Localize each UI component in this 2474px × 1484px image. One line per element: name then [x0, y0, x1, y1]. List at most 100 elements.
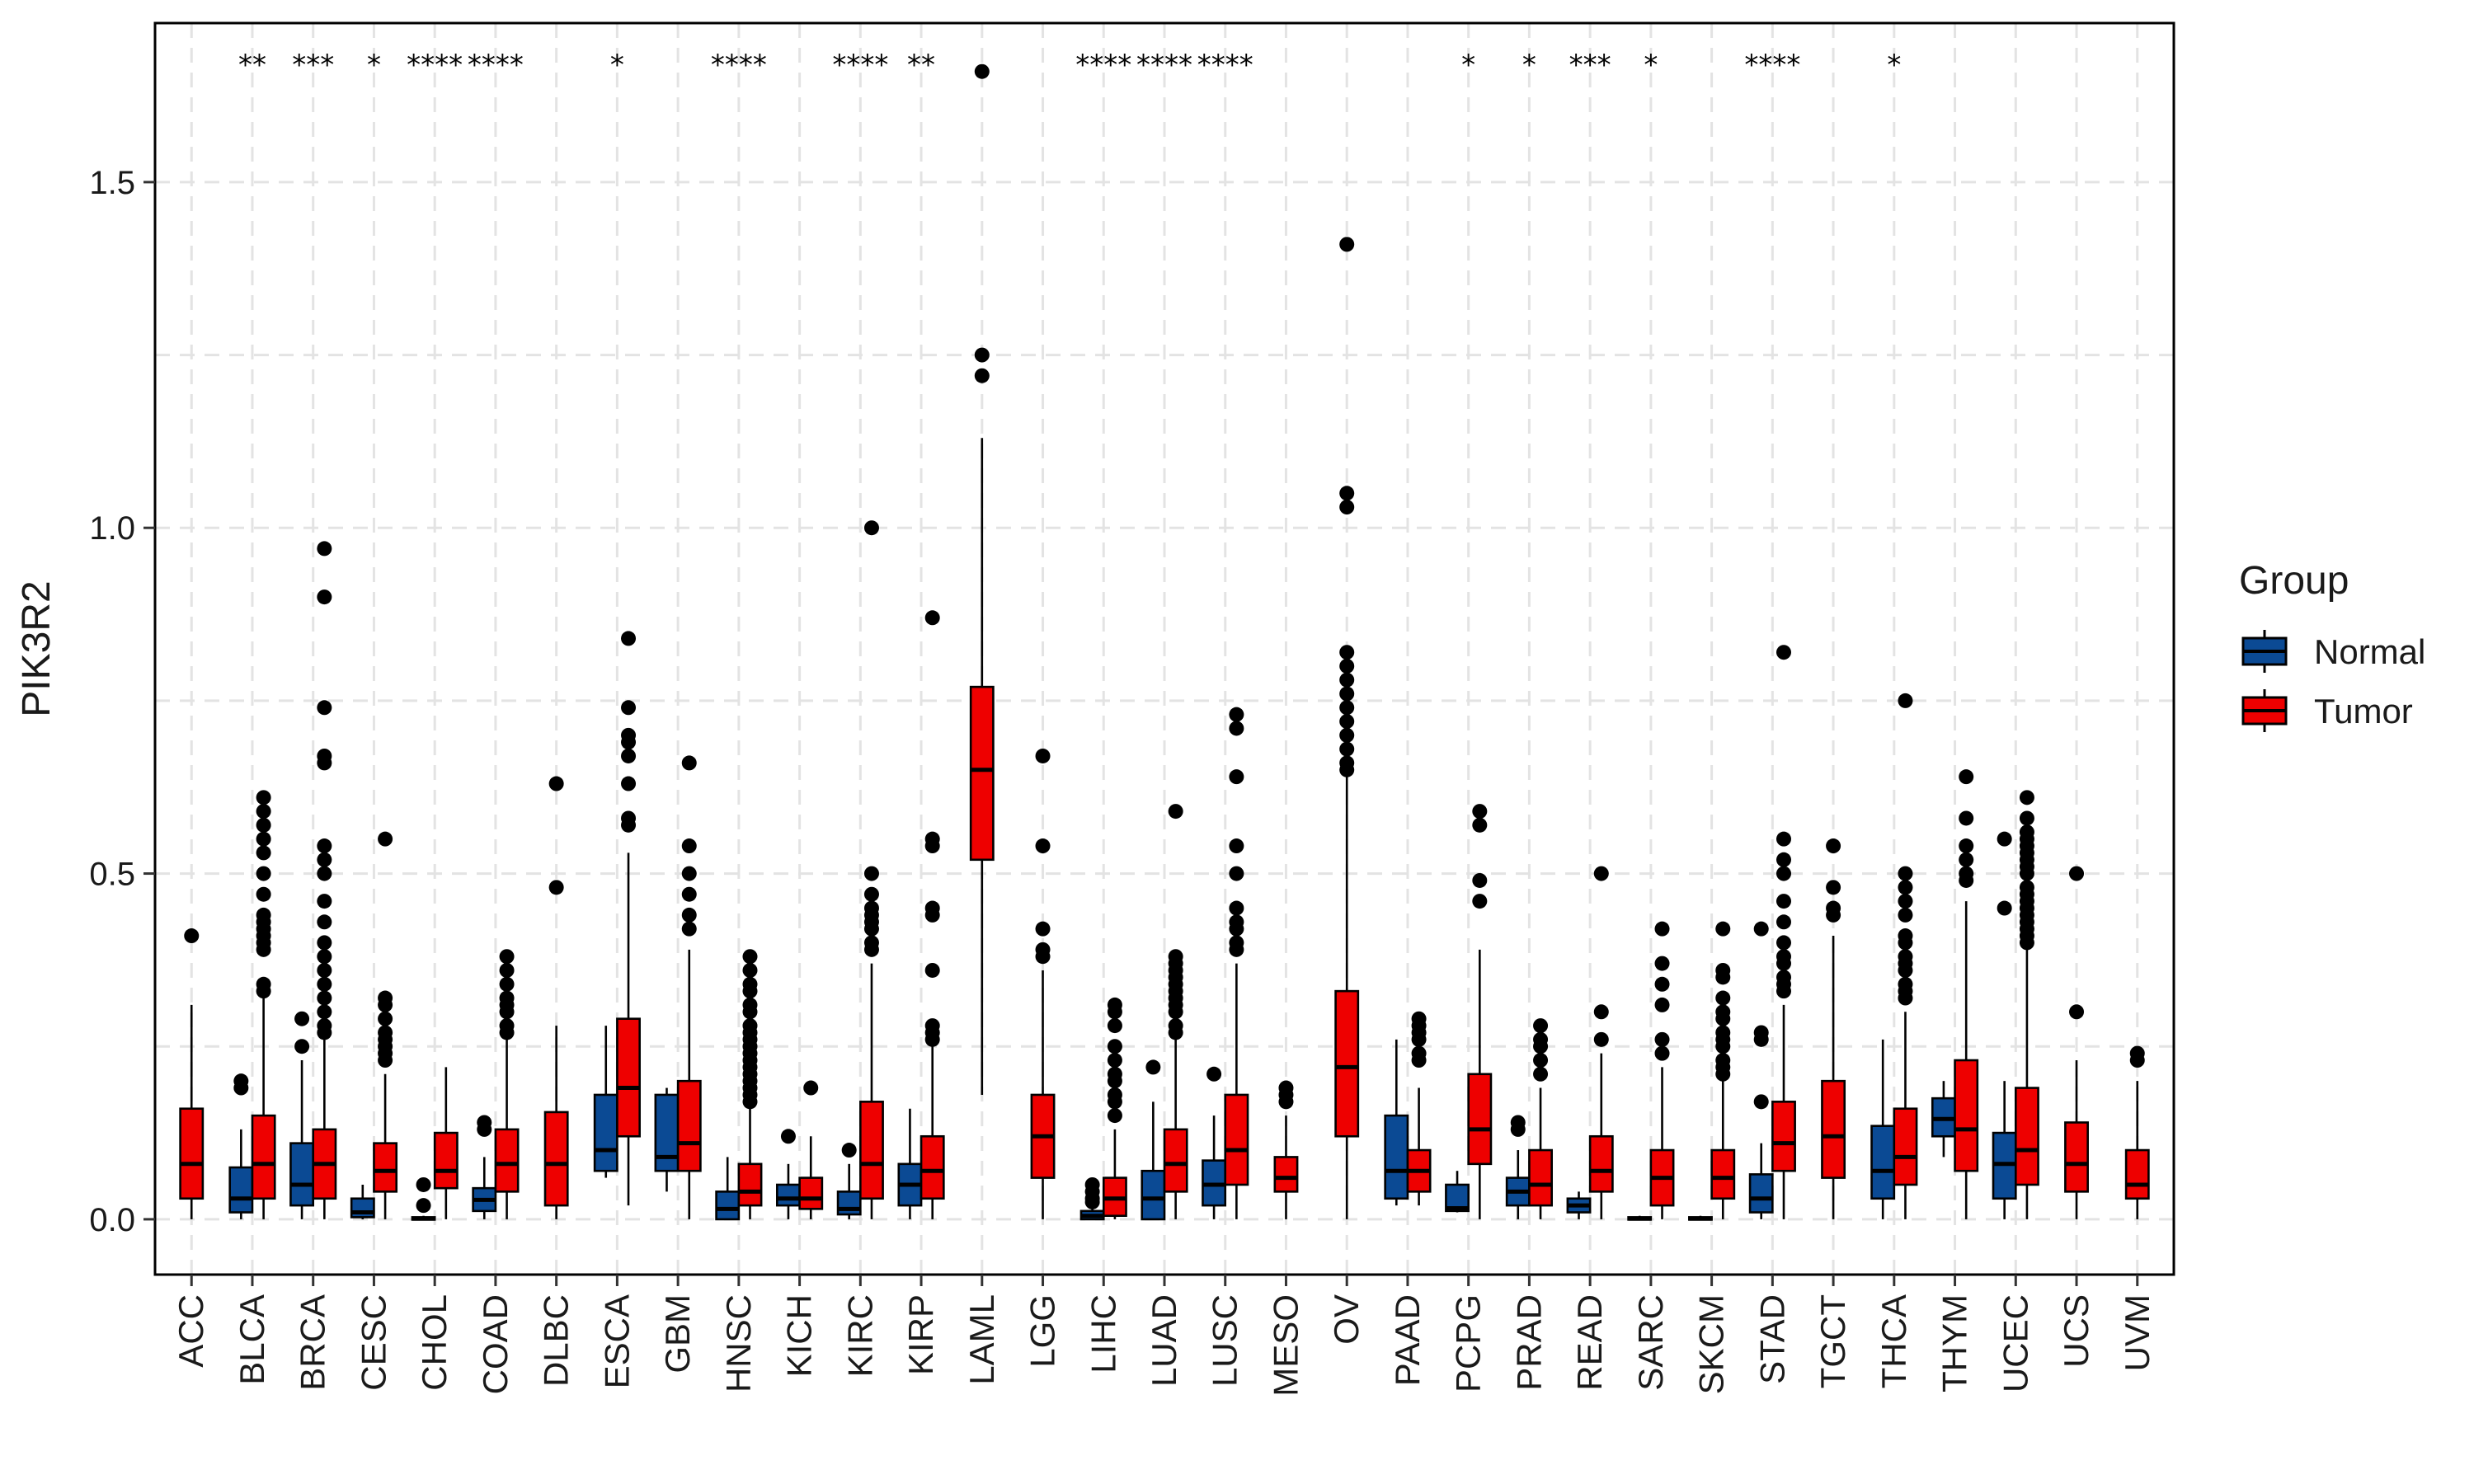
outlier-point [378, 832, 393, 847]
outlier-point [416, 1198, 431, 1213]
outlier-point [1412, 1046, 1427, 1061]
outlier-point [317, 589, 332, 604]
iqr-box [290, 1144, 313, 1205]
outlier-point [1229, 707, 1244, 722]
outlier-point [1036, 838, 1051, 853]
outlier-point [1754, 922, 1769, 937]
outlier-point [1108, 1067, 1122, 1082]
outlier-point [2069, 1004, 2084, 1019]
outlier-point [1533, 1032, 1548, 1047]
outlier-point [621, 749, 636, 763]
outlier-point [317, 749, 332, 763]
iqr-box [777, 1185, 799, 1205]
iqr-box [1275, 1157, 1297, 1191]
outlier-point [742, 998, 757, 1012]
sarc-normal-box [1629, 1216, 1651, 1220]
outlier-point [1206, 1067, 1221, 1082]
x-tick-label-blca: BLCA [233, 1294, 271, 1385]
outlier-point [1594, 1032, 1609, 1047]
sig-label-cesc: * [367, 49, 381, 82]
x-tick-label-dlbc: DLBC [537, 1294, 576, 1387]
outlier-point [975, 64, 990, 79]
outlier-point [1754, 1025, 1769, 1040]
iqr-box [1529, 1150, 1551, 1205]
iqr-box [860, 1101, 882, 1198]
outlier-point [1715, 963, 1730, 978]
sig-label-thca: * [1887, 49, 1901, 82]
outlier-point [1898, 949, 1912, 964]
outlier-point [682, 922, 697, 937]
outlier-point [1898, 880, 1912, 895]
outlier-point [1898, 693, 1912, 708]
outlier-point [1229, 901, 1244, 916]
iqr-box [921, 1136, 943, 1198]
outlier-point [317, 1004, 332, 1019]
x-tick-label-sarc: SARC [1631, 1294, 1670, 1391]
outlier-point [1229, 935, 1244, 950]
iqr-box [739, 1164, 761, 1205]
outlier-point [621, 810, 636, 825]
outlier-point [1036, 749, 1051, 763]
outlier-point [500, 1018, 515, 1033]
outlier-point [975, 348, 990, 363]
x-tick-label-cesc: CESC [354, 1294, 393, 1391]
outlier-point [317, 949, 332, 964]
x-tick-label-laml: LAML [962, 1294, 1001, 1385]
iqr-box [230, 1167, 252, 1213]
iqr-box [656, 1095, 678, 1171]
outlier-point [184, 928, 199, 943]
outlier-point [2020, 790, 2034, 805]
sig-label-pcpg: * [1461, 49, 1475, 82]
outlier-point [1776, 970, 1791, 984]
outlier-point [1959, 866, 1973, 881]
outlier-point [2130, 1046, 2145, 1061]
sig-label-esca: * [610, 49, 624, 82]
x-tick-label-lusc: LUSC [1206, 1294, 1244, 1387]
outlier-point [1108, 998, 1122, 1012]
outlier-point [1776, 866, 1791, 881]
x-tick-label-thym: THYM [1935, 1294, 1974, 1392]
outlier-point [1229, 838, 1244, 853]
outlier-point [256, 908, 271, 923]
sig-label-chol: **** [407, 49, 463, 82]
iqr-box [1469, 1074, 1491, 1164]
outlier-point [1655, 1032, 1670, 1047]
outlier-point [256, 790, 271, 805]
iqr-box [1772, 1101, 1794, 1171]
outlier-point [621, 700, 636, 715]
iqr-box [1142, 1171, 1164, 1219]
outlier-point [317, 963, 332, 978]
outlier-point [549, 777, 564, 791]
outlier-point [1655, 977, 1670, 992]
outlier-point [1959, 769, 1973, 784]
sig-label-prad: * [1522, 49, 1536, 82]
outlier-point [1754, 1094, 1769, 1109]
outlier-point [842, 1143, 857, 1158]
sig-label-kirp: ** [907, 49, 935, 82]
y-tick-label: 0.5 [89, 857, 135, 893]
iqr-box [1225, 1095, 1248, 1185]
x-tick-label-lgg: LGG [1023, 1294, 1062, 1368]
outlier-point [975, 369, 990, 383]
sig-label-kirc: **** [832, 49, 888, 82]
x-tick-label-kich: KICH [780, 1294, 819, 1377]
outlier-point [925, 610, 940, 625]
outlier-point [864, 520, 879, 535]
x-tick-label-ov: OV [1327, 1294, 1366, 1345]
outlier-point [1826, 901, 1841, 916]
outlier-point [621, 777, 636, 791]
outlier-point [2020, 810, 2034, 825]
sig-label-read: *** [1569, 49, 1611, 82]
outlier-point [1108, 1053, 1122, 1068]
outlier-point [1339, 645, 1354, 660]
iqr-box [838, 1191, 860, 1214]
outlier-point [294, 1039, 309, 1054]
iqr-box [435, 1133, 457, 1188]
y-tick-label: 1.5 [89, 165, 135, 201]
outlier-point [2069, 866, 2084, 881]
outlier-point [1533, 1067, 1548, 1082]
sig-label-luad: **** [1136, 49, 1192, 82]
outlier-point [1594, 866, 1609, 881]
x-tick-label-kirc: KIRC [840, 1294, 879, 1377]
